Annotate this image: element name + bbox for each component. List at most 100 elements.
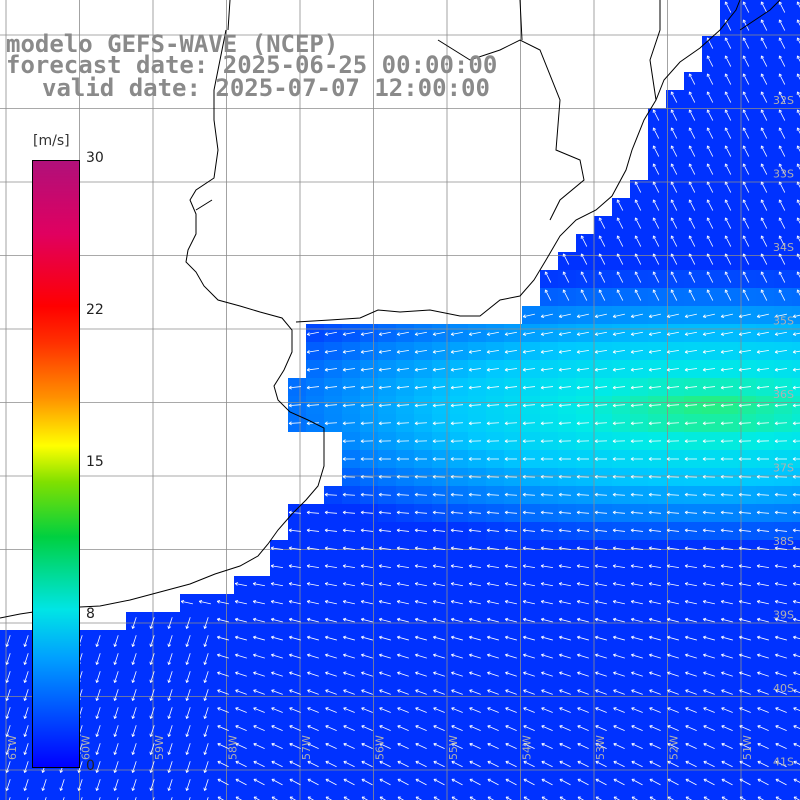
wind-arrow-head [379, 617, 383, 620]
wind-arrow-head [559, 743, 562, 747]
wind-arrow-head [451, 689, 454, 693]
wind-arrow-head [558, 314, 562, 318]
wind-arrow-head [468, 405, 472, 408]
wind-arrow-head [504, 564, 509, 567]
wind-arrow [689, 145, 696, 157]
wind-arrow [469, 636, 481, 641]
wind-arrow-head [361, 334, 365, 336]
wind-arrow [725, 55, 732, 67]
wind-arrow [707, 271, 714, 283]
wind-arrow [577, 725, 589, 731]
wind-arrow-head [684, 314, 688, 318]
wind-arrow-head [630, 476, 634, 479]
wind-arrow [307, 583, 320, 587]
wind-arrow [433, 565, 446, 569]
wind-arrow [739, 349, 752, 353]
wind-arrow [653, 199, 660, 211]
wind-arrow-head [666, 314, 670, 318]
wind-arrow [559, 349, 572, 353]
wind-arrow-head [702, 350, 706, 353]
wind-arrow [361, 368, 374, 371]
wind-arrow [415, 600, 427, 605]
wind-arrow [667, 743, 679, 750]
wind-arrow [397, 743, 409, 750]
wind-arrow [757, 618, 769, 623]
wind-arrow-head [774, 476, 778, 479]
wind-arrow-head [342, 618, 346, 622]
wind-arrow [451, 725, 463, 731]
wind-arrow [649, 386, 662, 389]
wind-arrow [563, 271, 570, 283]
wind-arrow [343, 583, 356, 587]
wind-arrow-head [167, 733, 169, 737]
wind-arrow-head [450, 350, 454, 353]
wind-arrow-head [486, 492, 490, 495]
wind-arrow [450, 422, 464, 424]
wind-arrow-head [779, 19, 783, 22]
wind-arrow-head [630, 351, 635, 354]
wind-arrow-head [523, 671, 527, 673]
wind-arrow-head [235, 599, 239, 602]
wind-arrow [325, 331, 338, 335]
wind-arrow-head [738, 387, 742, 390]
wind-arrow-head [379, 582, 383, 584]
wind-arrow-head [289, 689, 293, 691]
wind-arrow-head [342, 332, 346, 335]
wind-arrow [775, 368, 788, 371]
wind-arrow [739, 636, 751, 641]
wind-speed-cell [792, 522, 800, 540]
wind-arrow [756, 404, 770, 407]
wind-arrow [649, 725, 661, 731]
wind-arrow-head [325, 582, 329, 584]
wind-arrow-head [379, 599, 383, 602]
wind-arrow-head [743, 271, 747, 274]
wind-arrow [541, 707, 553, 713]
wind-arrow-head [743, 199, 747, 202]
wind-arrow-head [667, 689, 671, 691]
wind-arrow-head [703, 635, 707, 638]
wind-arrow-head [558, 403, 562, 406]
wind-arrow-head [612, 494, 616, 497]
wind-arrow [361, 725, 373, 731]
wind-arrow-head [756, 494, 760, 497]
wind-arrow-head [577, 671, 581, 673]
wind-arrow-head [792, 421, 796, 424]
wind-arrow [414, 422, 428, 424]
wind-arrow-head [180, 600, 184, 604]
wind-arrow [743, 181, 750, 193]
wind-arrow [450, 511, 464, 514]
wind-arrow [595, 349, 608, 353]
wind-arrow [667, 725, 679, 731]
wind-arrow-head [576, 369, 580, 372]
wind-arrow-head [612, 474, 616, 478]
wind-arrow [541, 672, 553, 677]
wind-arrow [379, 547, 392, 550]
wind-arrow [689, 127, 696, 139]
wind-arrow-head [486, 439, 490, 442]
wind-arrow-head [23, 751, 25, 755]
wind-arrow-head [360, 332, 364, 335]
wind-arrow-head [720, 583, 724, 586]
wind-arrow [396, 404, 410, 407]
wind-arrow-head [396, 421, 400, 424]
wind-arrow-head [522, 423, 526, 426]
wind-arrow [433, 672, 445, 677]
wind-arrow-head [306, 405, 310, 408]
wind-arrow [415, 349, 428, 353]
wind-arrow-head [721, 707, 724, 711]
wind-arrow [613, 547, 626, 550]
wind-arrow [793, 547, 800, 550]
wind-arrow [667, 654, 679, 659]
wind-arrow-head [617, 289, 621, 292]
wind-arrow-head [24, 662, 28, 665]
wind-arrow [96, 725, 101, 737]
wind-arrow [757, 636, 769, 641]
wind-arrow [343, 349, 356, 353]
wind-arrow [397, 349, 410, 353]
wind-arrow [720, 422, 734, 424]
wind-arrow-head [379, 707, 382, 711]
wind-arrow-head [689, 271, 693, 274]
wind-speed-cell [774, 792, 792, 800]
wind-arrow [577, 313, 589, 318]
wind-arrow-head [289, 653, 293, 656]
